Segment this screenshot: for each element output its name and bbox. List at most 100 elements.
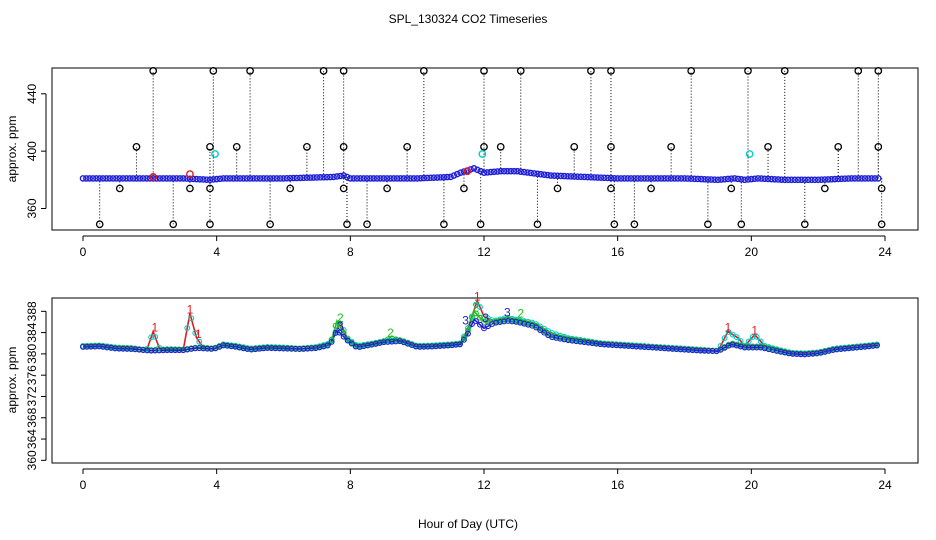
top-main-point [99,175,107,182]
bottom-x-tick-label: 20 [745,478,759,492]
top-main-point [93,175,100,182]
bottom-series-3-point [505,318,512,324]
top-main-point [246,175,254,182]
bottom-series-3-point [384,338,391,345]
bottom-series-3-point [861,343,868,350]
top-main-point [373,175,381,182]
top-main-point [206,176,214,184]
top-main-point [821,176,829,183]
bottom-plot-frame [51,297,919,464]
top-main-point [824,176,832,183]
bottom-series-3-point [829,347,836,354]
top-outlier-mid-point [206,142,214,151]
top-outlier-near-low-point [647,184,655,193]
bottom-series-2-point [473,310,479,317]
top-main-point [413,175,421,182]
top-main-point [875,175,882,182]
top-outlier-near-low-point [607,184,615,193]
top-main-point [601,174,608,182]
top-outlier-near-low-point [206,184,214,193]
top-main-point [831,175,839,183]
bottom-series-3-point [452,341,459,348]
bottom-y-tick-label: 372 [25,386,39,406]
bottom-series-3-point [420,343,427,350]
bottom-series-3-point [432,343,439,350]
bottom-series-3-point [248,346,255,353]
top-main-point [457,169,464,176]
top-main-point [103,175,110,182]
top-outlier-low-point [206,220,214,229]
top-main-point [731,175,738,182]
bottom-series-2-point [388,335,395,342]
top-outlier-low-point [476,220,485,229]
top-main-point [169,175,177,182]
bottom-series-2-point [481,319,487,325]
top-main-point [243,175,251,182]
top-outlier-near-low-point [339,184,348,193]
top-outlier-near-low-point [286,184,295,193]
bottom-series-3-point [100,343,107,350]
bottom-series-3-point [501,318,507,325]
bottom-series-3-point [356,344,363,350]
bottom-series-3-point [320,343,327,350]
bottom-series-3-point [268,345,275,352]
top-outlier-mid-point [496,142,505,151]
bottom-series-3-point [613,342,620,349]
top-outlier-high-point [874,67,883,75]
top-outlier-low-point [343,220,351,229]
top-outlier-mid-point [570,142,579,151]
bottom-series-3-point [805,351,812,358]
top-main-point [677,175,685,182]
top-main-point [417,174,424,182]
top-main-point [390,175,398,182]
bottom-series-3-point [444,342,451,349]
bottom-series-3-point [629,343,636,350]
bottom-series-3-point [733,342,740,349]
top-outlier-low-point [704,220,712,229]
bottom-y-tick-label: 380 [25,344,39,364]
bottom-series-3-point [697,347,704,354]
bottom-series-3-point [304,345,311,352]
top-outlier-low-point [266,220,274,229]
bottom-series-3-point [332,329,339,336]
top-outlier-low-point [877,220,886,229]
top-main-point [350,175,357,182]
bottom-series-3-point [789,350,796,357]
top-main-point [397,175,404,182]
top-main-point [223,175,230,182]
top-main-point [530,170,538,177]
top-main-point [724,175,732,183]
bottom-series-3-point [252,346,259,353]
bottom-series-3-point [228,343,235,350]
bottom-series-3-point [156,347,163,354]
bottom-x-tick-label: 12 [477,478,491,492]
top-main-point [133,175,140,182]
bottom-series-3-point [493,319,499,326]
top-outlier-high-point [149,67,158,75]
top-main-point [861,175,869,182]
bottom-series-3-point [192,345,199,352]
bottom-series-3-point [465,330,471,337]
top-main-point [504,167,511,175]
bottom-series-3-point [244,346,251,353]
bottom-series-3-point [292,345,299,352]
top-x-tick-label: 0 [80,245,87,259]
bottom-series-3-point [112,345,119,352]
bottom-series-3-point [88,343,94,350]
bottom-series-3-point [96,343,102,350]
bottom-series-3-point [456,341,463,348]
bottom-panel: approx. ppm 0 4 8 12 16 20 2436036436837237638… [5,290,919,492]
top-main-point [337,172,344,180]
top-main-point [176,175,184,182]
bottom-series-3-point [833,346,840,353]
top-main-point [256,175,264,182]
bottom-series-3-point [312,345,319,352]
bottom-series-1-point [729,331,736,338]
x-axis-title: Hour of Day (UTC) [418,517,518,531]
top-outlier-high-point [744,67,752,75]
top-main-point [433,174,441,181]
top-main-point [741,176,748,184]
bottom-series-3-point [232,343,239,350]
top-main-point [310,174,317,181]
top-main-point [353,175,361,182]
